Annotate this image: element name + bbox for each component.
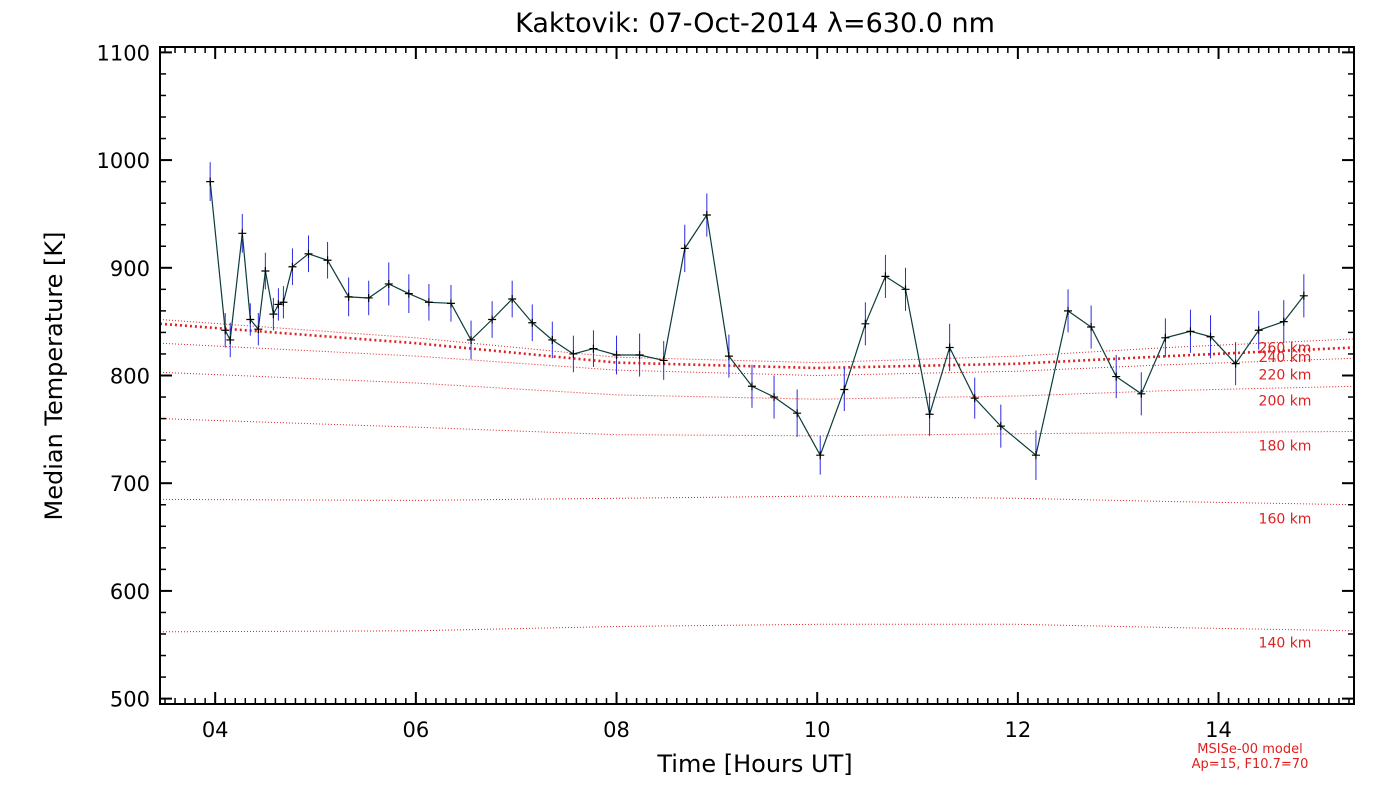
data-point [1186, 327, 1195, 336]
x-axis-label: Time [Hours UT] [656, 750, 852, 778]
measurement-series [206, 177, 1308, 460]
data-point [488, 315, 497, 324]
data-point [424, 298, 433, 307]
data-point [446, 299, 455, 308]
y-axis-label: Median Temperature [K] [40, 231, 68, 520]
data-point [945, 343, 954, 352]
model-curve [159, 371, 1355, 400]
model-curve-label: 160 km [1259, 512, 1312, 528]
data-point [304, 249, 313, 258]
data-point [1031, 451, 1040, 460]
data-point [901, 285, 910, 294]
data-point [1299, 291, 1308, 300]
x-tick-label: 12 [1005, 718, 1032, 742]
data-point [238, 229, 247, 238]
data-point [1254, 326, 1263, 335]
data-point [344, 292, 353, 301]
data-point [612, 351, 621, 360]
model-curve-label: 140 km [1259, 636, 1312, 652]
data-point [467, 335, 476, 344]
x-tick-label: 06 [402, 718, 429, 742]
model-curve [159, 342, 1355, 377]
plot-axes: 500 600 700 800 900 1000 1100 04 06 08 10 12 14 [97, 41, 1355, 742]
data-point [569, 349, 578, 358]
data-point [881, 272, 890, 281]
model-curve [159, 623, 1355, 633]
model-curve-label: 240 km [1259, 350, 1312, 366]
data-point [747, 382, 756, 391]
y-tick-label: 500 [110, 688, 150, 712]
data-point [323, 256, 332, 265]
data-point [384, 279, 393, 288]
data-point [254, 325, 263, 334]
data-point [274, 300, 283, 309]
data-point [970, 394, 979, 403]
model-curve [159, 418, 1355, 437]
data-point [528, 318, 537, 327]
data-point [288, 262, 297, 271]
y-tick-label: 1100 [97, 41, 150, 65]
model-note-line: MSISe-00 model [1197, 742, 1302, 757]
y-tick-label: 900 [110, 257, 150, 281]
data-point [404, 289, 413, 298]
data-point [1279, 317, 1288, 326]
data-point [221, 326, 230, 335]
plot-frame [159, 46, 1355, 705]
data-point [816, 451, 825, 460]
data-point [793, 409, 802, 418]
data-point [724, 352, 733, 361]
error-bars [209, 162, 1305, 480]
data-point [680, 244, 689, 253]
data-point [635, 351, 644, 360]
data-point [996, 422, 1005, 431]
chart-title: Kaktovik: 07-Oct-2014 λ=630.0 nm [515, 8, 995, 39]
data-point [364, 293, 373, 302]
data-point [261, 267, 270, 276]
data-point [1206, 332, 1215, 341]
y-tick-label: 1000 [97, 149, 150, 173]
data-point [246, 315, 255, 324]
x-tick-label: 04 [202, 718, 229, 742]
y-tick-label: 700 [110, 472, 150, 496]
data-point [226, 335, 235, 344]
data-point [269, 310, 278, 319]
data-point [925, 410, 934, 419]
y-tick-label: 600 [110, 580, 150, 604]
data-point [1112, 372, 1121, 381]
model-curve-label: 220 km [1259, 367, 1312, 383]
x-tick-label: 14 [1205, 718, 1232, 742]
model-curve-label: 200 km [1259, 393, 1312, 409]
data-point [1137, 389, 1146, 398]
data-point [861, 319, 870, 328]
data-point [1087, 323, 1096, 332]
data-point [1161, 333, 1170, 342]
data-point [659, 356, 668, 365]
data-point [1064, 306, 1073, 315]
model-curve-label: 260 km [1259, 340, 1312, 356]
model-note-line: Ap=15, F10.7=70 [1192, 757, 1309, 772]
series-line [209, 181, 1305, 457]
data-point [508, 295, 517, 304]
model-curve [159, 495, 1355, 506]
data-point [1231, 359, 1240, 368]
data-point [702, 211, 711, 220]
model-curve-label: 180 km [1259, 439, 1312, 455]
data-point [589, 344, 598, 353]
y-tick-label: 800 [110, 365, 150, 389]
x-tick-label: 10 [804, 718, 831, 742]
model-curve [159, 322, 1355, 370]
data-point [206, 177, 215, 186]
data-point [548, 335, 557, 344]
x-tick-label: 08 [603, 718, 630, 742]
data-point [840, 385, 849, 394]
data-point [770, 393, 779, 402]
data-point [279, 298, 288, 307]
